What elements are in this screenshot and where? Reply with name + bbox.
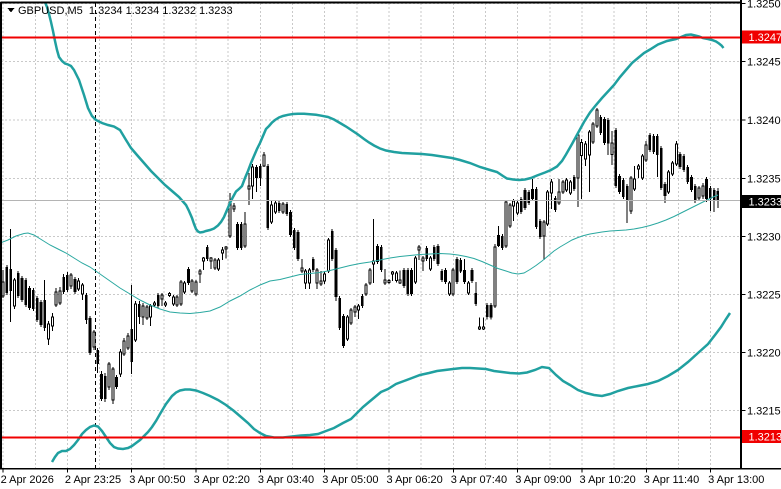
svg-text:1.3240: 1.3240 [747, 115, 781, 127]
svg-text:3 Apr 02:20: 3 Apr 02:20 [194, 474, 250, 486]
svg-text:2 Apr 2026: 2 Apr 2026 [1, 474, 54, 486]
svg-text:3 Apr 06:20: 3 Apr 06:20 [387, 474, 443, 486]
svg-text:2 Apr 23:25: 2 Apr 23:25 [65, 474, 121, 486]
svg-text:1.3245: 1.3245 [747, 57, 781, 69]
svg-text:1.3220: 1.3220 [747, 348, 781, 360]
svg-text:GBPUSD,M5 1.3234 1.3234 1.323: GBPUSD,M5 1.3234 1.3234 1.3232 1.3233 [18, 5, 233, 17]
svg-text:3 Apr 00:50: 3 Apr 00:50 [129, 474, 185, 486]
svg-text:1.3230: 1.3230 [747, 231, 781, 243]
svg-text:3 Apr 13:00: 3 Apr 13:00 [708, 474, 764, 486]
svg-text:1.3250: 1.3250 [747, 0, 781, 11]
svg-text:1.3225: 1.3225 [747, 290, 781, 302]
svg-text:1.3233: 1.3233 [749, 197, 781, 209]
svg-text:1.3215: 1.3215 [747, 406, 781, 418]
svg-text:1.3213: 1.3213 [749, 432, 781, 444]
svg-text:3 Apr 11:40: 3 Apr 11:40 [644, 474, 699, 486]
svg-text:3 Apr 07:40: 3 Apr 07:40 [451, 474, 507, 486]
svg-text:3 Apr 03:40: 3 Apr 03:40 [258, 474, 314, 486]
svg-text:1.3235: 1.3235 [747, 174, 781, 186]
svg-text:3 Apr 05:00: 3 Apr 05:00 [322, 474, 378, 486]
svg-text:3 Apr 10:20: 3 Apr 10:20 [580, 474, 636, 486]
svg-text:1.3247: 1.3247 [749, 32, 781, 44]
svg-text:3 Apr 09:00: 3 Apr 09:00 [515, 474, 571, 486]
